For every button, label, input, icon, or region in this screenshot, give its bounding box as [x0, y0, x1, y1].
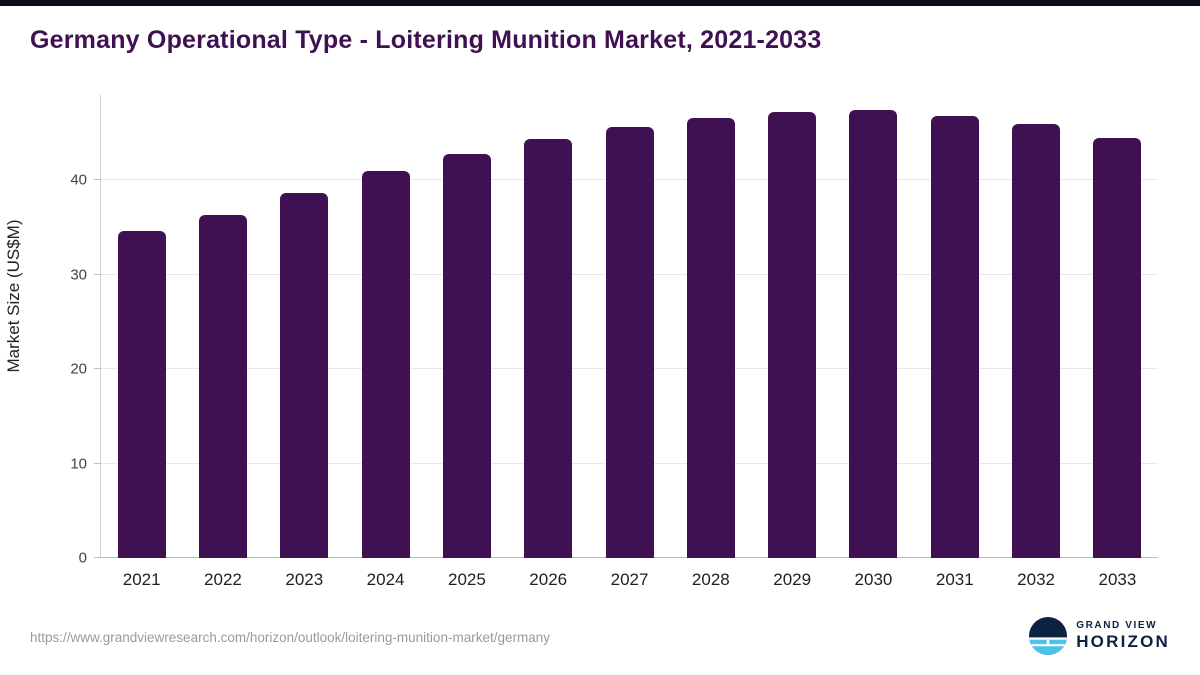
- x-tick-label: 2030: [854, 570, 893, 589]
- bar-2031: [930, 115, 979, 558]
- bar-2023: [280, 193, 329, 558]
- bar-column: 2032: [995, 95, 1076, 589]
- y-tick-mark: [94, 368, 101, 370]
- x-tick-label: 2022: [204, 570, 242, 589]
- x-tick-label: 2023: [285, 570, 324, 589]
- y-tick-label: 40: [70, 171, 87, 189]
- y-tick-mark: [94, 179, 101, 181]
- x-tick-label: 2021: [122, 570, 161, 589]
- source-url: https://www.grandviewresearch.com/horizo…: [30, 630, 550, 645]
- bar-2027: [605, 127, 654, 558]
- x-tick-label: 2033: [1098, 570, 1137, 589]
- bar-2026: [524, 139, 573, 558]
- bar-2032: [1012, 124, 1061, 558]
- top-accent-strip: [0, 0, 1200, 6]
- bar-2033: [1093, 137, 1142, 558]
- brand-logo: GRAND VIEW HORIZON: [1029, 617, 1170, 655]
- x-tick-label: 2024: [366, 570, 405, 589]
- y-tick-mark: [94, 462, 101, 464]
- bars-container: 2021 2022 2023 2024 2025 2026 2027 2028 2029 2030…: [101, 95, 1158, 589]
- bar-column: 2033: [1077, 95, 1158, 589]
- brand-bottom-text: HORIZON: [1076, 631, 1170, 651]
- x-tick-label: 2025: [447, 570, 486, 589]
- x-tick-label: 2031: [935, 570, 974, 589]
- bar-2025: [442, 153, 491, 558]
- brand-top-text: GRAND VIEW: [1076, 620, 1158, 632]
- bar-column: 2027: [589, 95, 670, 589]
- x-tick-label: 2032: [1017, 570, 1055, 589]
- x-tick-label: 2028: [691, 570, 730, 589]
- y-tick-label: 0: [78, 549, 87, 567]
- brand-wordmark: GRAND VIEW HORIZON: [1076, 620, 1170, 651]
- bar-column: 2029: [752, 95, 833, 589]
- y-axis-title: Market Size (US$M): [4, 218, 23, 373]
- bar-column: 2021: [101, 95, 182, 589]
- y-tick-mark: [94, 273, 101, 275]
- x-tick-label: 2027: [610, 570, 649, 589]
- bar-2021: [117, 231, 166, 558]
- chart-title: Germany Operational Type - Loitering Mun…: [30, 26, 822, 54]
- y-tick-label: 30: [70, 266, 87, 284]
- horizon-logo-icon: [1029, 617, 1068, 655]
- bar-2024: [361, 170, 410, 558]
- x-tick-label: 2026: [529, 570, 568, 589]
- bar-column: 2028: [670, 95, 751, 589]
- bar-column: 2031: [914, 95, 995, 589]
- bar-2028: [686, 117, 735, 558]
- bar-column: 2023: [264, 95, 345, 589]
- x-tick-label: 2029: [773, 570, 812, 589]
- y-tick-mark: [94, 557, 101, 558]
- bar-column: 2024: [345, 95, 426, 589]
- bar-column: 2026: [508, 95, 589, 589]
- bar-column: 2025: [426, 95, 507, 589]
- plot-area: 2021 2022 2023 2024 2025 2026 2027 2028 2029 2030…: [70, 95, 1158, 589]
- bar-2030: [849, 110, 898, 558]
- bar-2022: [198, 215, 247, 558]
- y-tick-label: 10: [70, 455, 87, 473]
- y-tick-label: 20: [70, 360, 87, 378]
- bar-column: 2022: [182, 95, 263, 589]
- bar-2029: [768, 112, 817, 558]
- bar-column: 2030: [833, 95, 914, 589]
